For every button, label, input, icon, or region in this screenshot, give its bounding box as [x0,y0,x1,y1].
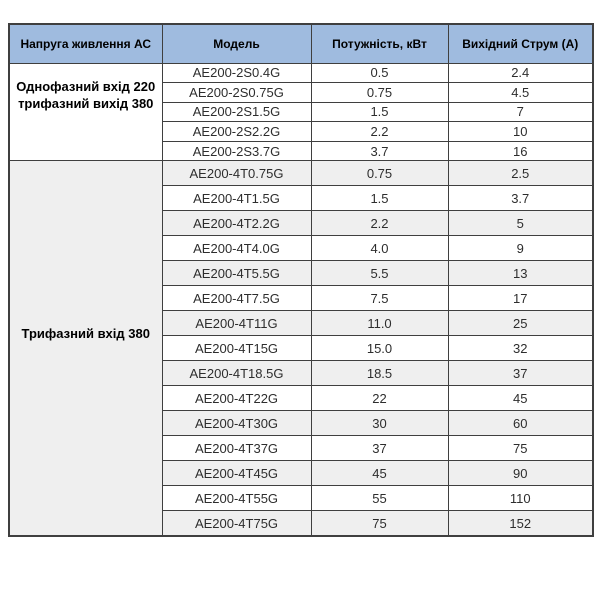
cell-output-current: 90 [447,460,594,487]
table-row: AE200-4T15G 15.0 32 [9,335,594,362]
cell-model: AE200-4T4.0G [161,235,312,262]
cell-power-kw: 15.0 [310,335,449,362]
cell-output-current: 110 [447,485,594,512]
table-row: AE200-4T75G 75 152 [9,510,594,537]
cell-output-current: 9 [447,235,594,262]
cell-output-current: 3.7 [447,185,594,212]
cell-model: AE200-4T30G [161,410,312,437]
cell-power-kw: 11.0 [310,310,449,337]
cell-power-kw: 45 [310,460,449,487]
table-row: AE200-4T5.5G 5.5 13 [9,260,594,287]
cell-power-kw: 1.5 [310,101,449,123]
cell-output-current: 37 [447,360,594,387]
cell-power-kw: 55 [310,485,449,512]
cell-power-kw: 3.7 [310,140,449,162]
table-row: AE200-4T30G 30 60 [9,410,594,437]
cell-output-current: 32 [447,335,594,362]
cell-output-current: 5 [447,210,594,237]
cell-model: AE200-4T18.5G [161,360,312,387]
table-row: AE200-4T22G 22 45 [9,385,594,412]
table-row: AE200-2S3.7G 3.7 16 [9,140,594,162]
cell-power-kw: 22 [310,385,449,412]
cell-output-current: 16 [447,140,594,162]
cell-model: AE200-4T55G [161,485,312,512]
cell-model: AE200-2S0.75G [161,82,312,103]
cell-model: AE200-2S3.7G [161,140,312,162]
cell-power-kw: 2.2 [310,210,449,237]
table-row: AE200-4T37G 37 75 [9,435,594,462]
group-label-line: трифазний вихід 380 [18,95,154,111]
table-row: AE200-2S0.75G 0.75 4.5 [9,82,594,103]
cell-power-kw: 18.5 [310,360,449,387]
cell-power-kw: 0.75 [310,160,449,187]
header-row: Напруга живлення АС Модель Потужність, к… [8,23,594,64]
cell-model: AE200-4T5.5G [161,260,312,287]
cell-power-kw: 75 [310,510,449,537]
cell-model: AE200-4T2.2G [161,210,312,237]
group-label-line: Однофазний вхід 220 [16,78,156,94]
cell-model: AE200-4T37G [161,435,312,462]
cell-output-current: 2.5 [447,160,594,187]
table-row: AE200-4T4.0G 4.0 9 [9,235,594,262]
cell-output-current: 2.4 [447,62,594,84]
group-label-line: Трифазний вхід 380 [21,325,150,341]
table-row: AE200-4T11G 11.0 25 [9,310,594,337]
cell-power-kw: 4.0 [310,235,449,262]
cell-output-current: 75 [447,435,594,462]
table-row: AE200-4T55G 55 110 [9,485,594,512]
cell-model: AE200-2S0.4G [161,62,312,84]
group-label: Трифазний вхід 380 [8,160,163,537]
cell-power-kw: 30 [310,410,449,437]
table-row: AE200-4T18.5G 18.5 37 [9,360,594,387]
inverter-spec-table: Напруга живлення АС Модель Потужність, к… [8,23,594,537]
cell-model: AE200-4T15G [161,335,312,362]
cell-output-current: 13 [447,260,594,287]
group-label: Однофазний вхід 220 трифазний вихід 380 [8,62,163,162]
cell-model: AE200-4T45G [161,460,312,487]
cell-model: AE200-4T22G [161,385,312,412]
cell-model: AE200-4T0.75G [161,160,312,187]
cell-power-kw: 7.5 [310,285,449,312]
col-header-power-kw: Потужність, кВт [310,23,449,64]
col-header-model: Модель [161,23,312,64]
table-row: AE200-2S1.5G 1.5 7 [9,101,594,123]
col-header-output-current: Вихідний Струм (А) [447,23,594,64]
col-header-supply-voltage: Напруга живлення АС [8,23,163,64]
cell-model: AE200-4T75G [161,510,312,537]
cell-model: AE200-2S1.5G [161,101,312,123]
cell-power-kw: 2.2 [310,121,449,142]
cell-output-current: 10 [447,121,594,142]
cell-power-kw: 0.5 [310,62,449,84]
cell-power-kw: 5.5 [310,260,449,287]
cell-model: AE200-2S2.2G [161,121,312,142]
table-row: AE200-2S2.2G 2.2 10 [9,121,594,142]
cell-output-current: 17 [447,285,594,312]
cell-output-current: 7 [447,101,594,123]
table-body: Однофазний вхід 220 трифазний вихід 380 AE… [8,62,594,537]
cell-output-current: 60 [447,410,594,437]
cell-model: AE200-4T7.5G [161,285,312,312]
table-row: Трифазний вхід 380 AE200-4T0.75G 0.75 2.5 [8,160,594,537]
cell-power-kw: 0.75 [310,82,449,103]
cell-model: AE200-4T1.5G [161,185,312,212]
cell-output-current: 45 [447,385,594,412]
cell-output-current: 4.5 [447,82,594,103]
table-row: Однофазний вхід 220 трифазний вихід 380 AE… [8,62,594,162]
table-row: AE200-4T7.5G 7.5 17 [9,285,594,312]
cell-power-kw: 37 [310,435,449,462]
cell-power-kw: 1.5 [310,185,449,212]
cell-output-current: 25 [447,310,594,337]
cell-output-current: 152 [447,510,594,537]
cell-model: AE200-4T11G [161,310,312,337]
